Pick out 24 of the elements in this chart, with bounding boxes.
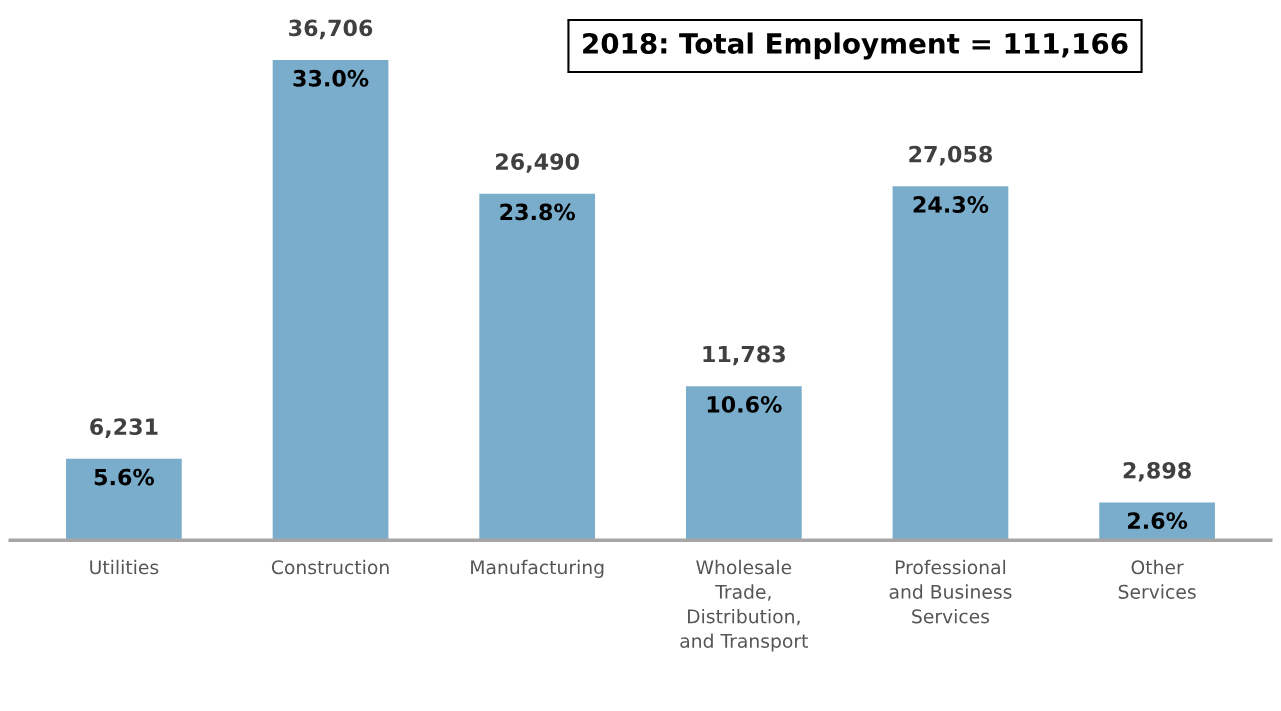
data-label: 2,898 xyxy=(1123,461,1191,482)
bar xyxy=(272,60,389,541)
data-label: 6,231 xyxy=(90,418,158,438)
data-label: 26,490 xyxy=(496,153,579,173)
bar xyxy=(66,458,182,541)
data-label: 11,783 xyxy=(703,345,785,366)
annotation: 10.6% xyxy=(707,395,782,413)
x-tick-label: Professional and Business Services xyxy=(889,559,1012,624)
bar xyxy=(892,186,1009,541)
x-tick-label: Manufacturing xyxy=(471,559,604,578)
text: 2018: Total Employment = 111,166 xyxy=(583,32,1128,60)
data-label: 27,058 xyxy=(909,145,992,166)
annotation: 23.8% xyxy=(500,203,576,221)
x-tick-label: Wholesale Trade, Distribution, and Transport xyxy=(680,559,808,652)
bar xyxy=(479,193,596,541)
x-tick-label: Construction xyxy=(271,559,389,575)
annotation: 24.3% xyxy=(913,196,989,213)
annotation: 33.0% xyxy=(293,69,369,87)
x-tick-label: Utilities xyxy=(90,559,159,575)
annotation: 5.6% xyxy=(94,468,155,486)
annotation: 2.6% xyxy=(1128,512,1188,530)
bar xyxy=(685,386,802,541)
data-label: 36,706 xyxy=(289,19,373,40)
x-tick-label: Other Services xyxy=(1118,559,1196,599)
